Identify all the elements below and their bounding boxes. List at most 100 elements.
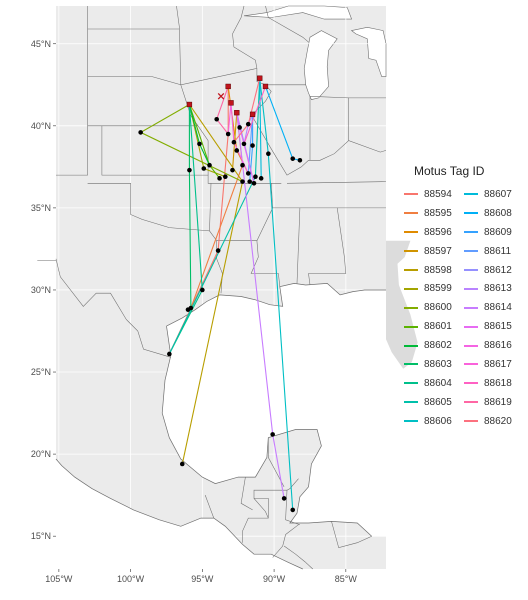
border-line — [232, 33, 258, 69]
detection-point — [138, 130, 143, 135]
legend-item-88609: 88609 — [460, 223, 520, 242]
border-line — [253, 119, 387, 176]
coastline-pacific — [55, 458, 303, 570]
lost-tag-marker — [217, 93, 225, 100]
y-tick-label: 15°N — [31, 531, 51, 541]
legend-item-88595: 88595 — [400, 204, 460, 223]
y-tick-label: 30°N — [31, 285, 51, 295]
x-tick-label: 85°W — [335, 574, 358, 584]
legend-swatch — [404, 363, 418, 366]
legend-swatch — [464, 306, 478, 309]
legend: Motus Tag ID 88594 88595 88596 88597 88598 88… — [400, 164, 526, 431]
graticule — [56, 6, 386, 569]
legend-label: 88595 — [424, 207, 452, 219]
legend-label: 88602 — [424, 340, 452, 352]
legend-item-88598: 88598 — [400, 261, 460, 280]
legend-item-88620: 88620 — [460, 412, 520, 431]
border-line — [286, 181, 387, 184]
detection-layer — [138, 116, 303, 513]
legend-swatch — [464, 193, 478, 196]
legend-label: 88603 — [424, 358, 452, 370]
detection-point — [231, 139, 237, 145]
legend-swatch — [464, 269, 478, 271]
detection-point — [167, 351, 172, 357]
legend-item-88619: 88619 — [460, 393, 520, 412]
border-line — [253, 498, 269, 519]
coastline-us — [166, 283, 386, 327]
lake-huron — [350, 26, 387, 77]
detection-point — [258, 176, 264, 181]
legend-swatch — [404, 420, 418, 423]
coastline-gulf — [161, 326, 372, 537]
pacific-ocean — [56, 459, 303, 569]
legend-label: 88616 — [484, 340, 512, 352]
legend-label: 88618 — [484, 377, 512, 389]
legend-swatch — [404, 344, 418, 347]
lake-michigan — [303, 30, 338, 100]
legend-label: 88617 — [484, 358, 512, 370]
legend-label: 88606 — [424, 415, 452, 427]
detection-point — [281, 496, 287, 501]
border-line — [55, 258, 171, 358]
legend-swatch — [464, 250, 478, 253]
detection-point — [201, 166, 207, 171]
detection-point — [237, 125, 242, 130]
tag-site-marker — [228, 100, 234, 106]
legend-swatch — [404, 287, 418, 290]
border-line — [101, 125, 282, 184]
legend-title: Motus Tag ID — [414, 164, 485, 178]
detection-point — [240, 162, 245, 168]
legend-item-88617: 88617 — [460, 355, 520, 374]
border-line — [240, 477, 253, 511]
legend-swatch — [464, 382, 478, 385]
legend-item-88618: 88618 — [460, 374, 520, 393]
legend-swatch — [464, 287, 478, 290]
legend-item-88606: 88606 — [400, 412, 460, 431]
legend-item-88597: 88597 — [400, 242, 460, 261]
legend-label: 88600 — [424, 302, 452, 314]
border-line — [268, 437, 285, 488]
detection-point — [245, 121, 251, 127]
legend-item-88613: 88613 — [460, 279, 520, 298]
legend-item-88616: 88616 — [460, 336, 520, 355]
legend-label: 88615 — [484, 321, 512, 333]
legend-label: 88608 — [484, 207, 512, 219]
detection-point — [234, 148, 240, 153]
x-tick-label: 100°W — [117, 574, 145, 584]
detection-point — [290, 156, 296, 161]
legend-swatch — [464, 212, 478, 215]
legend-swatch — [464, 420, 478, 423]
detection-point — [185, 307, 191, 312]
legend-item-88594: 88594 — [400, 185, 460, 204]
border-layer — [37, 5, 387, 570]
border-line — [256, 68, 306, 86]
legend-label: 88611 — [484, 245, 512, 257]
detection-point — [187, 167, 192, 173]
legend-item-88608: 88608 — [460, 204, 520, 223]
detection-point — [250, 143, 255, 148]
detection-point — [253, 174, 258, 180]
legend-label: 88598 — [424, 264, 452, 276]
detection-point — [200, 287, 205, 293]
detection-point — [245, 171, 251, 176]
legend-swatch — [464, 401, 478, 404]
legend-label: 88601 — [424, 321, 452, 333]
legend-item-88607: 88607 — [460, 185, 520, 204]
detection-point — [247, 179, 252, 184]
legend-label: 88594 — [424, 188, 452, 200]
legend-swatch — [404, 306, 418, 309]
detection-point — [214, 116, 219, 122]
detection-point — [290, 507, 296, 513]
detection-point — [215, 248, 221, 253]
border-line — [296, 207, 301, 284]
legend-label: 88620 — [484, 415, 512, 427]
legend-label: 88607 — [484, 188, 512, 200]
legend-swatch — [464, 325, 478, 328]
legend-column-2: 88607 88608 88609 88611 88612 88613 88614 88615… — [460, 185, 520, 431]
legend-swatch — [404, 401, 418, 404]
detection-point — [217, 176, 222, 181]
legend-item-88601: 88601 — [400, 317, 460, 336]
y-tick-label: 25°N — [31, 367, 51, 377]
